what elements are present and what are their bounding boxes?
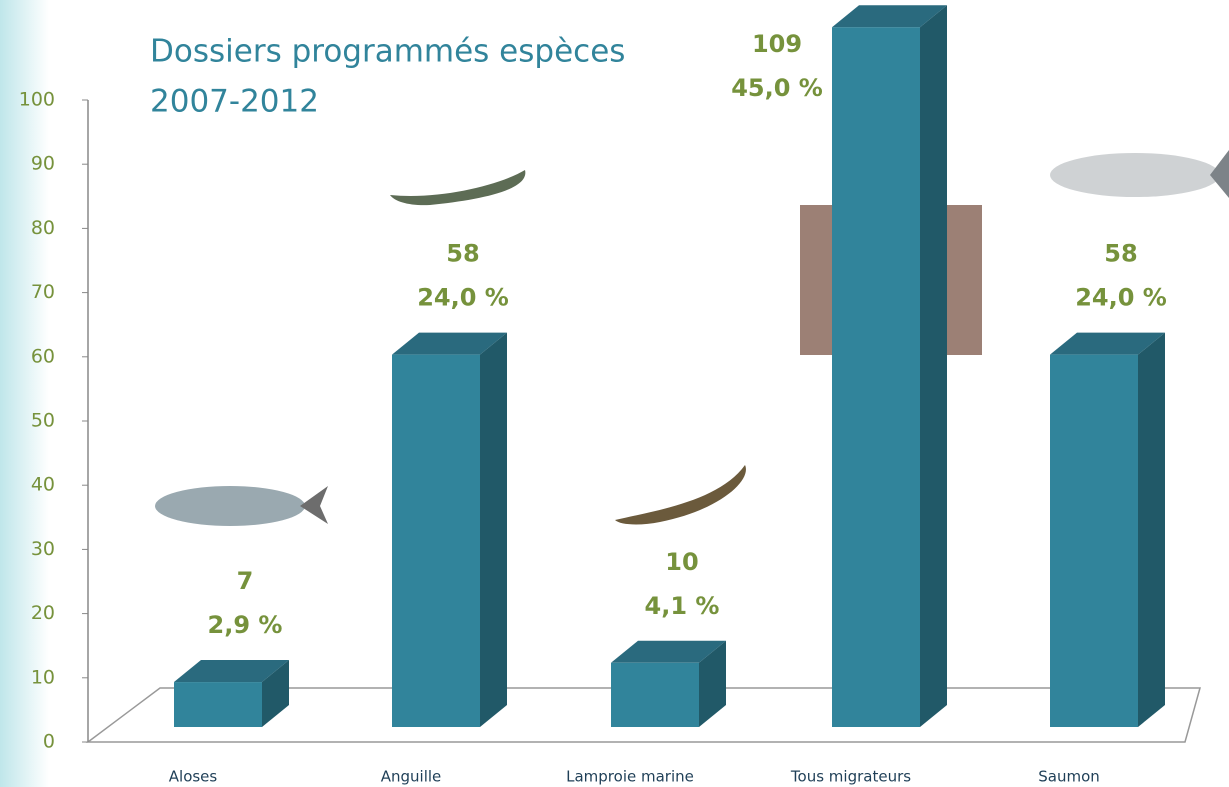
bar-top [832,5,947,28]
percent-label: 45,0 % [731,74,823,102]
bar-top [1050,332,1165,355]
y-tick-label: 80 [31,217,55,239]
y-tick-label: 10 [31,666,55,688]
bar-top [392,332,507,355]
x-tick-label: Aloses [169,768,218,786]
bar-top [611,640,726,663]
percent-label: 24,0 % [417,284,509,312]
x-tick-label: Lamproie marine [566,768,694,786]
value-label: 109 [752,30,802,58]
bar-side [699,640,726,727]
percent-label: 24,0 % [1075,284,1167,312]
y-tick-label: 40 [31,474,55,496]
chart-title: Dossiers programmés espèces [150,34,625,70]
value-label: 58 [446,240,479,268]
y-tick-label: 70 [31,281,55,303]
chart-title: 2007-2012 [150,84,319,120]
value-label: 58 [1104,240,1137,268]
y-tick-label: 90 [31,153,55,175]
x-tick-label: Anguille [381,768,442,786]
bar [1050,354,1138,727]
value-label: 10 [665,548,698,576]
y-tick-label: 20 [31,602,55,624]
bar [174,682,262,727]
y-tick-label: 30 [31,538,55,560]
percent-label: 2,9 % [208,611,283,639]
bar [611,662,699,727]
y-tick-label: 0 [43,731,55,753]
bar-top [174,660,289,683]
y-tick-label: 100 [19,89,55,111]
bar-side [262,660,289,727]
bar-side [1138,332,1165,727]
bar [392,354,480,727]
y-tick-label: 50 [31,410,55,432]
floor [85,687,1201,743]
x-tick-label: Tous migrateurs [790,768,911,786]
x-tick-label: Saumon [1038,768,1100,786]
percent-label: 4,1 % [645,592,720,620]
value-label: 7 [237,567,254,595]
y-tick-label: 60 [31,345,55,367]
bar-side [480,332,507,727]
bar [832,27,920,728]
bar-side [920,5,947,728]
